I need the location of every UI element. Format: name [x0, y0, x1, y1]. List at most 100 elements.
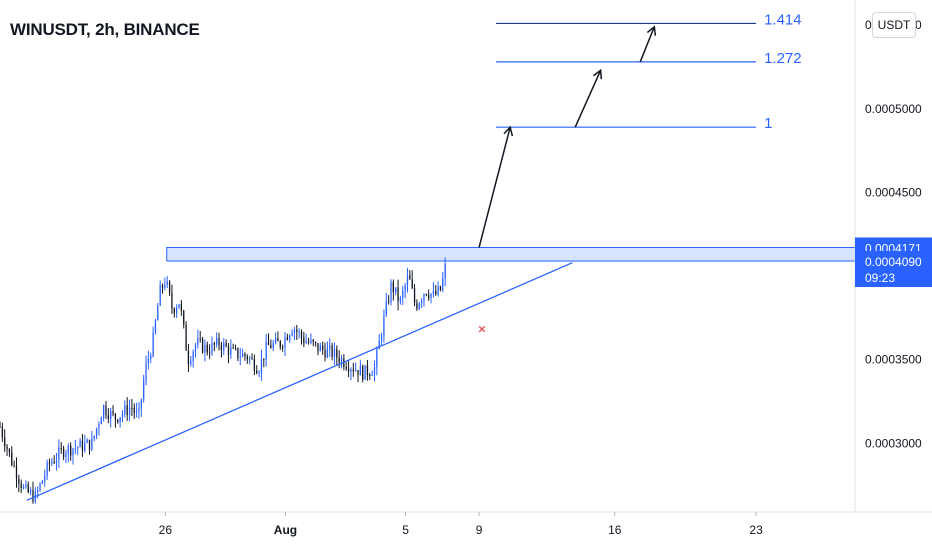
time-tick-label: Aug [274, 523, 297, 537]
symbol-title[interactable]: WINUSDT, 2h, BINANCE [10, 20, 200, 39]
candle-body [413, 288, 416, 303]
candle-body [25, 484, 27, 487]
candle-body [46, 462, 48, 476]
candle-body [352, 369, 354, 371]
candle-body [159, 285, 161, 306]
candle-body [29, 490, 32, 493]
candle-body [244, 353, 246, 357]
candle-body [161, 285, 164, 288]
candle-body [79, 440, 81, 448]
candle-body [420, 300, 423, 304]
candle-body [364, 365, 366, 380]
target-x-marker[interactable]: × [478, 322, 486, 337]
candle-body [178, 304, 180, 309]
candle-body [124, 405, 126, 414]
candle-body [70, 445, 72, 456]
resistance-zone[interactable] [166, 246, 856, 262]
candle-body [22, 486, 25, 488]
candle-body [152, 332, 154, 357]
candle-body [51, 461, 53, 464]
projection-arrow-head [593, 68, 603, 80]
candle-body [326, 348, 329, 358]
candle-body [246, 356, 248, 360]
projection-arrow-head [646, 25, 657, 36]
candle-body [39, 483, 41, 490]
candle-body [133, 407, 135, 413]
candle-body [279, 341, 281, 347]
candle-body [324, 349, 326, 358]
candle-body [206, 344, 208, 353]
candle-body [406, 275, 409, 286]
candle-body [385, 301, 387, 315]
candle-body [126, 405, 128, 415]
candle-body [110, 410, 112, 419]
candle-body [437, 286, 439, 295]
candle-body [58, 447, 60, 461]
candle-body [336, 348, 338, 358]
candle-body [204, 344, 206, 353]
candle-body [380, 335, 383, 341]
candle-body [442, 278, 444, 291]
candle-body [256, 370, 258, 374]
fib-level-label: 1 [764, 115, 772, 132]
candle-body [190, 360, 192, 365]
projection-arrow-shaft[interactable] [574, 69, 602, 128]
projection-arrow-shaft[interactable] [478, 126, 511, 248]
ascending-trendline[interactable] [26, 262, 573, 501]
candle-body [359, 366, 362, 376]
candle-body [53, 461, 55, 463]
fib-level-label: 1.414 [764, 11, 802, 28]
candle-body [13, 465, 15, 467]
candle-body [317, 342, 319, 352]
candle-body [416, 302, 418, 309]
candle-body [345, 366, 347, 369]
candle-body [397, 287, 399, 302]
candle-body [157, 305, 159, 321]
candle-body [258, 372, 260, 374]
candle-body [208, 352, 211, 354]
time-axis[interactable]: 26 Aug 5 9 16 23 [0, 511, 932, 537]
candle-body [164, 284, 166, 288]
price-tick-label: 0.0004500 [865, 185, 922, 199]
candle-body [117, 419, 119, 422]
candle-body [296, 329, 298, 332]
candle-body [185, 324, 187, 351]
fib-level-label: 1.272 [764, 50, 802, 67]
time-tick-label: 23 [749, 523, 763, 537]
candle-body [168, 281, 171, 293]
candle-body [383, 314, 385, 336]
candle-body [305, 341, 307, 344]
candle-body [60, 447, 62, 449]
candle-body [194, 344, 197, 352]
candle-body [135, 411, 138, 413]
candle-body [140, 399, 142, 408]
candle-body [114, 413, 117, 420]
candle-body [291, 332, 293, 336]
candle-body [239, 356, 241, 358]
candle-body [72, 448, 74, 456]
candle-body [121, 413, 124, 418]
candle-body [314, 341, 317, 343]
candle-body [105, 405, 107, 416]
price-tag-value: 0.0004090 [865, 255, 922, 269]
candle-body [241, 353, 244, 357]
candle-body [180, 304, 183, 311]
candle-body [362, 366, 364, 380]
candle-body [409, 275, 411, 280]
candle-body [376, 349, 378, 368]
candle-body [253, 358, 256, 371]
candle-body [41, 480, 44, 484]
currency-button[interactable]: USDT [872, 12, 916, 38]
candle-body [230, 347, 232, 355]
candle-body [331, 345, 333, 357]
candle-body [95, 428, 98, 436]
candle-body [289, 335, 291, 340]
candle-body [329, 345, 331, 349]
candle-body [128, 407, 131, 415]
candle-body [277, 337, 279, 342]
candle-body [350, 369, 352, 372]
candle-body [173, 308, 175, 314]
drawings-layer[interactable]: 1 1.272 1.414 × [26, 11, 802, 501]
projection-arrow-shaft[interactable] [639, 26, 656, 63]
